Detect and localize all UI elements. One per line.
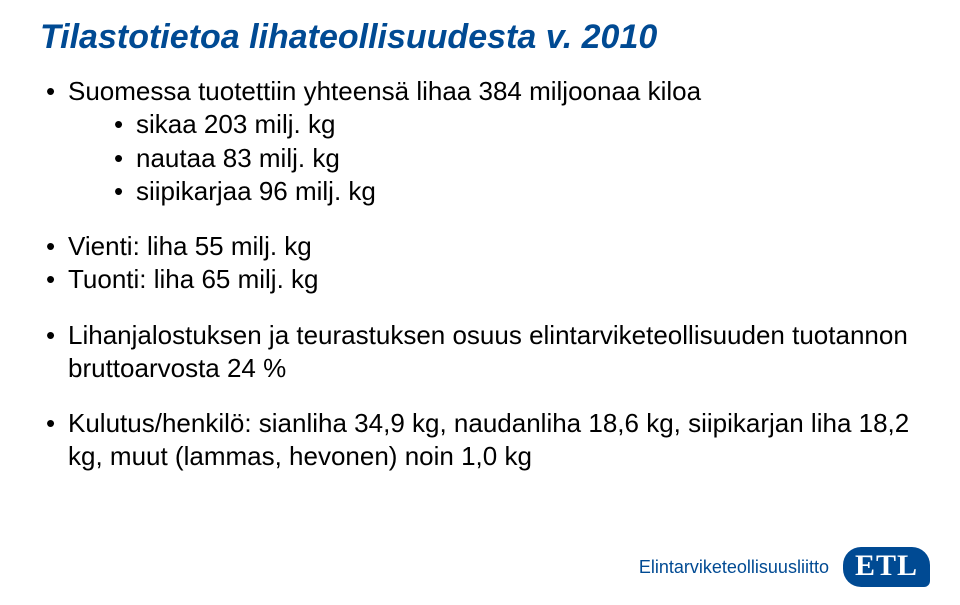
spacer xyxy=(40,297,920,319)
etl-logo: ETL xyxy=(843,547,930,587)
spacer xyxy=(40,208,920,230)
bullet-group-1: Suomessa tuotettiin yhteensä lihaa 384 m… xyxy=(40,75,920,208)
sub-bullet-pork: sikaa 203 milj. kg xyxy=(108,108,920,141)
bullet-import: Tuonti: liha 65 milj. kg xyxy=(40,263,920,296)
slide: Tilastotietoa lihateollisuudesta v. 2010… xyxy=(0,0,960,605)
sub-bullet-beef: nautaa 83 milj. kg xyxy=(108,142,920,175)
sub-bullets-production: sikaa 203 milj. kg nautaa 83 milj. kg si… xyxy=(108,108,920,208)
bullet-production-total: Suomessa tuotettiin yhteensä lihaa 384 m… xyxy=(40,75,920,208)
bullet-share: Lihanjalostuksen ja teurastuksen osuus e… xyxy=(40,319,920,386)
spacer xyxy=(40,385,920,407)
etl-logo-text: ETL xyxy=(855,551,918,581)
bullet-consumption: Kulutus/henkilö: sianliha 34,9 kg, nauda… xyxy=(40,407,920,474)
page-title: Tilastotietoa lihateollisuudesta v. 2010 xyxy=(40,18,920,57)
sub-bullet-poultry: siipikarjaa 96 milj. kg xyxy=(108,175,920,208)
footer: Elintarviketeollisuusliitto ETL xyxy=(639,547,930,587)
bullet-text: Suomessa tuotettiin yhteensä lihaa 384 m… xyxy=(68,76,701,106)
bullet-group-2: Vienti: liha 55 milj. kg Tuonti: liha 65… xyxy=(40,230,920,297)
footer-org-text: Elintarviketeollisuusliitto xyxy=(639,557,829,578)
etl-logo-box: ETL xyxy=(843,547,930,587)
bullet-group-3: Lihanjalostuksen ja teurastuksen osuus e… xyxy=(40,319,920,386)
bullet-export: Vienti: liha 55 milj. kg xyxy=(40,230,920,263)
bullet-group-4: Kulutus/henkilö: sianliha 34,9 kg, nauda… xyxy=(40,407,920,474)
